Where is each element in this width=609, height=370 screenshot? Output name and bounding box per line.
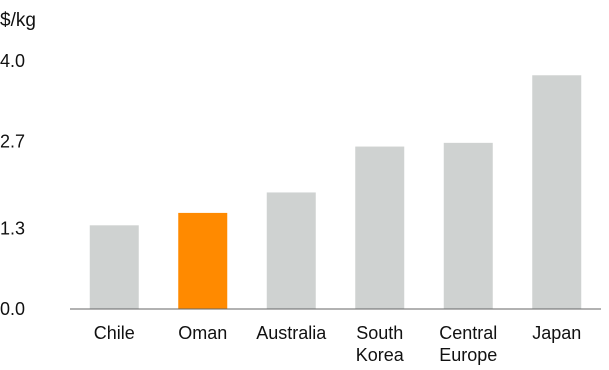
bar-2 (178, 212, 228, 309)
x-axis-category-labels: Chile Oman Australia South Korea Central Europ… (94, 323, 582, 365)
x-category-label-line: Japan (532, 323, 581, 343)
x-category-label-line: Australia (256, 323, 327, 343)
bar-5 (443, 142, 493, 309)
x-category-label-line: South (356, 323, 403, 343)
y-tick-label: 0.0 (0, 299, 25, 319)
x-category-label: Japan (532, 323, 581, 343)
x-category-label: Central Europe (439, 323, 497, 365)
y-tick-label: 1.3 (0, 218, 25, 238)
x-category-label: Oman (178, 323, 227, 343)
bar-1 (89, 225, 139, 309)
bar-6 (532, 75, 582, 309)
bars-group (89, 75, 582, 309)
x-category-label-line: Central (439, 323, 497, 343)
x-category-label-line: Oman (178, 323, 227, 343)
bar-3 (266, 192, 316, 309)
x-category-label-line: Europe (439, 345, 497, 365)
y-axis-unit-label: $/kg (0, 10, 36, 31)
x-category-label-line: Chile (94, 323, 135, 343)
y-tick-label: 4.0 (0, 51, 25, 71)
bar-4 (355, 146, 405, 309)
y-axis-ticks: 0.0 1.3 2.7 4.0 (0, 51, 25, 319)
y-tick-label: 2.7 (0, 132, 25, 152)
x-category-label: Australia (256, 323, 327, 343)
x-category-label: Chile (94, 323, 135, 343)
x-category-label: South Korea (356, 323, 405, 365)
x-category-label-line: Korea (356, 345, 405, 365)
